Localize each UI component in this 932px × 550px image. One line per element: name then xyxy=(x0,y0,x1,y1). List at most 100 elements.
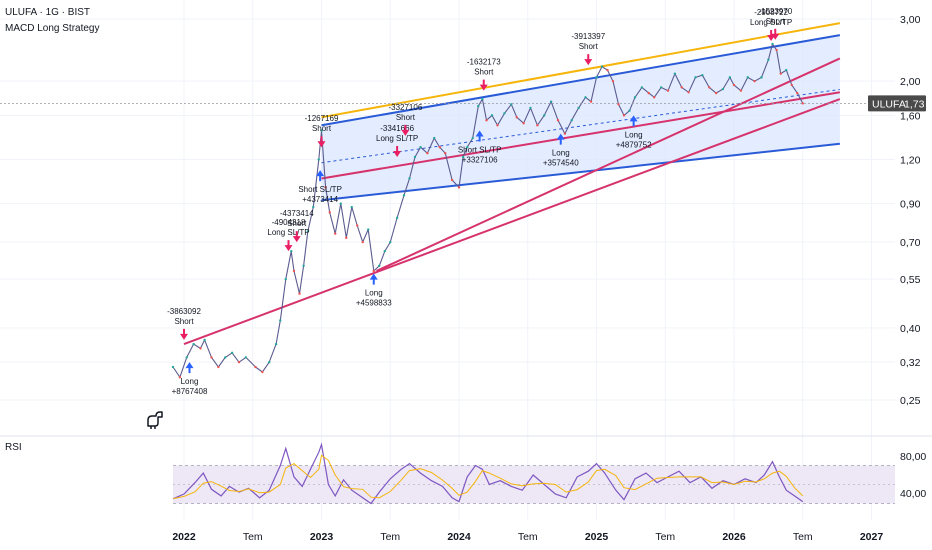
rsi-pane xyxy=(172,442,895,505)
price-point xyxy=(471,136,474,140)
price-point xyxy=(732,83,736,87)
price-point xyxy=(284,277,287,281)
price-point xyxy=(450,178,454,182)
price-point xyxy=(237,360,241,364)
price-point xyxy=(606,68,609,72)
rsi-ma-line xyxy=(172,454,804,500)
signal-label: Short xyxy=(174,317,194,326)
price-point xyxy=(687,91,690,94)
price-point xyxy=(721,87,725,91)
long-arrow-icon xyxy=(475,130,484,142)
grid-lines xyxy=(0,0,895,520)
price-tick-label: 0,90 xyxy=(900,199,921,211)
dinosaur-icon[interactable] xyxy=(147,411,163,429)
signal-label: -1632173 xyxy=(467,58,501,67)
price-point xyxy=(647,91,650,95)
price-point xyxy=(457,186,461,189)
price-point xyxy=(753,79,756,83)
rsi-pane-label[interactable]: RSI xyxy=(5,442,22,453)
price-point xyxy=(433,136,436,140)
signal-label: -3913397 xyxy=(571,32,605,41)
price-point xyxy=(328,211,331,214)
price-point xyxy=(279,319,282,322)
price-point xyxy=(536,124,539,127)
price-point xyxy=(367,228,370,231)
price-axis[interactable]: 3,00 2,00 1,60 1,20 0,90 0,70 0,55 0,40 0,32 0,25 xyxy=(900,14,921,407)
price-point xyxy=(728,76,732,79)
short-arrow-icon xyxy=(180,328,188,340)
signal-label: Long xyxy=(365,289,383,298)
price-point xyxy=(419,146,422,149)
price-point xyxy=(383,249,386,253)
price-point xyxy=(298,292,301,295)
signal-label: Short xyxy=(312,124,332,133)
price-point xyxy=(203,338,206,342)
short-arrow-icon xyxy=(767,29,776,41)
long-arrow-icon xyxy=(185,362,194,374)
time-tick-label: Tem xyxy=(655,531,675,543)
price-point xyxy=(192,342,195,346)
price-point xyxy=(254,365,257,369)
signal-label: +8767408 xyxy=(172,387,208,396)
price-point xyxy=(185,356,188,359)
price-tick-label: 2,00 xyxy=(900,76,921,88)
strategy-name[interactable]: MACD Long Strategy xyxy=(5,23,100,34)
price-point xyxy=(701,73,704,77)
price-point xyxy=(402,194,406,197)
price-point xyxy=(659,86,663,89)
price-point xyxy=(611,79,615,83)
time-tick-label: Tem xyxy=(793,531,813,543)
price-point xyxy=(496,124,499,127)
long-arrow-icon xyxy=(556,133,565,145)
price-badge-value: 1,73 xyxy=(904,98,925,110)
price-tick-label: 0,25 xyxy=(900,395,921,407)
signal-label: Short xyxy=(396,113,416,122)
price-tick-label: 3,00 xyxy=(900,14,921,26)
price-point xyxy=(522,122,525,125)
short-arrow-icon xyxy=(479,79,488,91)
pink-trendline-2 xyxy=(376,57,841,272)
price-point xyxy=(290,249,293,253)
short-arrow-icon xyxy=(317,136,326,148)
price-point xyxy=(779,72,782,75)
price-point xyxy=(178,376,182,379)
price-tick-label: 0,55 xyxy=(900,274,921,286)
price-tick-label: 1,60 xyxy=(900,110,921,122)
price-point xyxy=(224,356,227,359)
signal-label: Short xyxy=(287,219,307,228)
upper-trendline xyxy=(321,22,841,119)
price-point xyxy=(171,365,175,369)
price-point xyxy=(622,114,626,117)
price-point xyxy=(543,114,546,117)
price-point xyxy=(515,116,518,119)
short-arrow-icon xyxy=(393,145,402,157)
price-point xyxy=(510,103,513,106)
time-axis[interactable]: 2022 Tem 2023 Tem 2024 Tem 2025 Tem 2026 Tem 2027 xyxy=(172,531,883,543)
price-tick-label: 0,40 xyxy=(900,323,921,335)
price-point xyxy=(334,232,337,235)
signal-label: -3863092 xyxy=(167,307,201,316)
signal-label: Long SL/TP xyxy=(376,134,418,143)
price-point xyxy=(372,269,375,273)
signal-label: +3327106 xyxy=(462,155,498,164)
price-point xyxy=(426,152,429,155)
price-tick-label: 1,20 xyxy=(900,154,921,166)
price-point xyxy=(785,68,788,72)
price-point xyxy=(628,109,631,112)
short-arrow-icon xyxy=(401,124,410,136)
price-point xyxy=(217,365,220,369)
price-point xyxy=(302,264,305,267)
price-point xyxy=(600,65,604,68)
time-tick-label: 2024 xyxy=(447,531,471,543)
signal-label: +4879752 xyxy=(616,140,652,149)
price-point xyxy=(461,155,465,159)
time-tick-label: 2027 xyxy=(860,531,884,543)
price-point xyxy=(739,89,743,92)
price-point xyxy=(801,102,804,105)
signal-label: Short xyxy=(474,68,494,77)
signal-label: -1523970 xyxy=(758,7,792,16)
signal-label: -2908722 xyxy=(754,8,788,17)
price-point xyxy=(320,129,323,132)
